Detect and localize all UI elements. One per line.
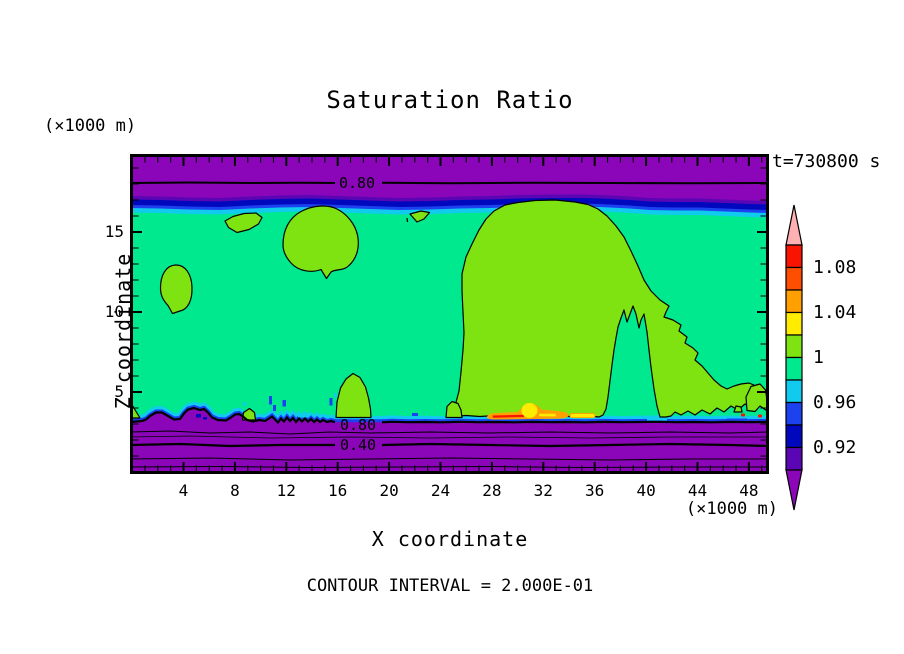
upper-dry-layer <box>130 154 769 201</box>
x-axis-unit-label: (×1000 m) <box>685 499 778 519</box>
colorbar-band <box>785 401 803 426</box>
supersaturation-streaks <box>487 403 762 420</box>
colorbar-top-arrow <box>785 204 803 246</box>
y-tick-label: 10 <box>104 302 124 321</box>
colorbar-band <box>785 446 803 471</box>
colorbar-tick-label: 1.04 <box>813 301 857 323</box>
contour-line-thin-1 <box>130 430 769 435</box>
colorbar-bands <box>785 244 803 471</box>
x-tick-label: 48 <box>739 481 759 500</box>
contour-label-040-bottom: 0.40 <box>340 436 376 454</box>
plot-title: Saturation Ratio <box>326 86 574 114</box>
colorbar-band <box>785 356 803 381</box>
contour-line-080-top <box>131 181 768 185</box>
colorbar-band <box>785 424 803 449</box>
y-tick-label: 5 <box>114 382 124 401</box>
x-tick-label: 12 <box>276 481 296 500</box>
x-tick-label: 36 <box>585 481 605 500</box>
colorbar-tick-label: 0.96 <box>813 391 857 413</box>
axis-ticks <box>133 157 766 471</box>
colorbar-band <box>785 289 803 314</box>
plot-border <box>130 154 769 474</box>
x-axis-title: X coordinate <box>371 527 529 551</box>
contour-line-thin-2 <box>130 435 769 439</box>
x-tick-label: 32 <box>533 481 553 500</box>
lower-dry-layer <box>130 408 769 474</box>
colorbar-tick-label: 0.92 <box>813 436 857 458</box>
x-tick-label: 24 <box>430 481 451 500</box>
colorbar <box>785 204 803 511</box>
contour-interval-note: CONTOUR INTERVAL = 2.000E-01 <box>306 576 594 596</box>
contour-line-thin-3 <box>130 457 769 461</box>
x-tick-label: 8 <box>230 481 240 500</box>
contour-line-040-bottom <box>130 442 769 448</box>
x-tick-label: 28 <box>482 481 502 500</box>
minor-tick-marks <box>133 157 766 471</box>
major-tick-marks <box>133 157 766 471</box>
contour-line-080-bottom <box>130 406 769 425</box>
colorbar-tick-label: 1 <box>813 346 824 368</box>
colorbar-bottom-arrow <box>785 469 803 511</box>
contour-label-080-bottom: 0.80 <box>340 416 376 434</box>
y-tick-label: 15 <box>104 222 124 241</box>
colorbar-band <box>785 334 803 359</box>
colorbar-band <box>785 266 803 291</box>
time-stamp-label: t=730800 s <box>772 151 881 172</box>
x-tick-label: 44 <box>687 481 708 500</box>
colorbar-band <box>785 379 803 404</box>
supersaturation-pockets <box>130 199 768 421</box>
colorbar-band <box>785 311 803 336</box>
x-tick-label: 4 <box>178 481 189 500</box>
contour-label-080-top: 0.80 <box>339 174 375 192</box>
colorbar-band <box>785 244 803 269</box>
y-axis-unit-label: (×1000 m) <box>44 116 137 136</box>
x-tick-label: 16 <box>328 481 348 500</box>
cloudbase-specks <box>196 393 747 422</box>
colorbar-tick-label: 1.08 <box>813 256 857 278</box>
x-tick-label: 20 <box>379 481 399 500</box>
contour-plot: 0.80 0.80 0.40 <box>130 154 769 474</box>
x-tick-label: 40 <box>636 481 656 500</box>
